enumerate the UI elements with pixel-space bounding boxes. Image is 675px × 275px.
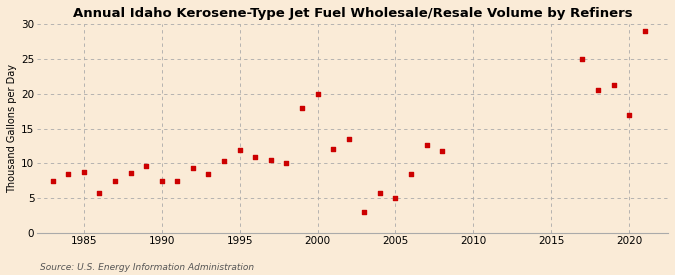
Point: [312, 92, 323, 96]
Y-axis label: Thousand Gallons per Day: Thousand Gallons per Day: [7, 64, 17, 193]
Point: [608, 83, 619, 87]
Text: Source: U.S. Energy Information Administration: Source: U.S. Energy Information Administ…: [40, 263, 254, 272]
Point: [109, 179, 120, 183]
Point: [47, 179, 58, 183]
Point: [344, 137, 354, 141]
Point: [624, 112, 634, 117]
Point: [281, 161, 292, 166]
Point: [94, 191, 105, 195]
Point: [172, 179, 183, 183]
Point: [78, 170, 89, 174]
Point: [406, 172, 416, 176]
Point: [577, 57, 588, 62]
Point: [390, 196, 401, 200]
Point: [296, 105, 307, 110]
Point: [639, 29, 650, 33]
Point: [234, 147, 245, 152]
Point: [328, 147, 339, 151]
Point: [219, 159, 230, 164]
Point: [421, 142, 432, 147]
Point: [63, 172, 74, 176]
Point: [188, 166, 198, 170]
Point: [157, 179, 167, 183]
Point: [375, 191, 385, 196]
Title: Annual Idaho Kerosene-Type Jet Fuel Wholesale/Resale Volume by Refiners: Annual Idaho Kerosene-Type Jet Fuel Whol…: [73, 7, 632, 20]
Point: [359, 210, 370, 214]
Point: [593, 88, 603, 92]
Point: [125, 170, 136, 175]
Point: [250, 154, 261, 159]
Point: [437, 149, 448, 153]
Point: [203, 172, 214, 176]
Point: [265, 158, 276, 162]
Point: [141, 163, 152, 168]
